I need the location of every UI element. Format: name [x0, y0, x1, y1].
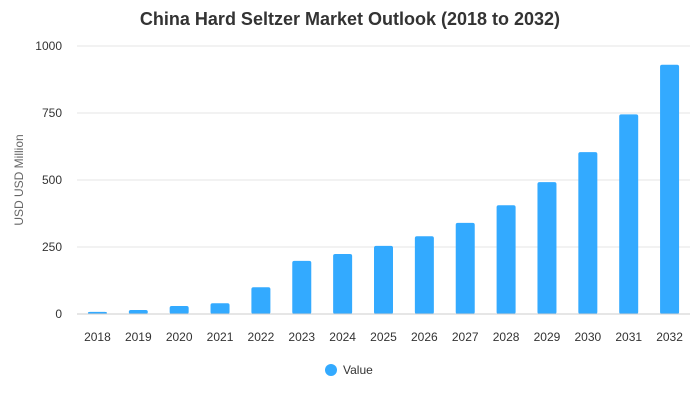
- bars: [87, 64, 680, 314]
- x-tick-label: 2030: [574, 330, 601, 344]
- bar-2019[interactable]: [128, 309, 148, 314]
- x-axis-ticks: 2018 2019 2020 2021 2022 2023 2024 2025 2026 2027…: [84, 330, 683, 344]
- y-tick-label: 250: [42, 240, 62, 254]
- legend-label-value: Value: [343, 363, 373, 377]
- x-tick-label: 2031: [615, 330, 642, 344]
- x-tick-label: 2022: [248, 330, 275, 344]
- y-tick-label: 1000: [35, 39, 62, 53]
- bar-2031[interactable]: [619, 114, 639, 314]
- bar-2025[interactable]: [374, 245, 393, 314]
- y-axis-label: USD USD Million: [12, 134, 26, 225]
- bar-2029[interactable]: [537, 182, 557, 314]
- y-tick-label: 0: [55, 307, 62, 321]
- x-tick-label: 2027: [452, 330, 479, 344]
- y-axis-ticks: 0 250 500 750 1000: [35, 39, 62, 321]
- bar-2032[interactable]: [660, 64, 680, 314]
- bar-2024[interactable]: [333, 253, 353, 314]
- x-tick-label: 2023: [288, 330, 315, 344]
- bar-2023[interactable]: [292, 260, 312, 314]
- bar-2020[interactable]: [169, 305, 189, 314]
- x-tick-label: 2024: [329, 330, 356, 344]
- bar-2030[interactable]: [578, 152, 598, 314]
- x-tick-label: 2020: [166, 330, 193, 344]
- x-tick-label: 2029: [534, 330, 561, 344]
- gridlines: [77, 45, 690, 248]
- y-tick-label: 500: [42, 173, 62, 187]
- x-tick-label: 2021: [207, 330, 234, 344]
- bar-2026[interactable]: [414, 236, 434, 314]
- bar-2027[interactable]: [455, 222, 475, 314]
- bar-2028[interactable]: [496, 205, 516, 314]
- bar-2018[interactable]: [87, 311, 107, 314]
- legend: Value: [325, 363, 373, 377]
- x-tick-label: 2032: [656, 330, 683, 344]
- bar-2021[interactable]: [210, 303, 230, 314]
- x-tick-label: 2026: [411, 330, 438, 344]
- bar-2022[interactable]: [251, 287, 271, 314]
- y-tick-label: 750: [42, 106, 62, 120]
- x-tick-label: 2028: [493, 330, 520, 344]
- x-tick-label: 2019: [125, 330, 152, 344]
- x-tick-label: 2025: [370, 330, 397, 344]
- chart-title: China Hard Seltzer Market Outlook (2018 …: [140, 9, 560, 29]
- x-tick-label: 2018: [84, 330, 111, 344]
- legend-swatch-value: [325, 364, 337, 376]
